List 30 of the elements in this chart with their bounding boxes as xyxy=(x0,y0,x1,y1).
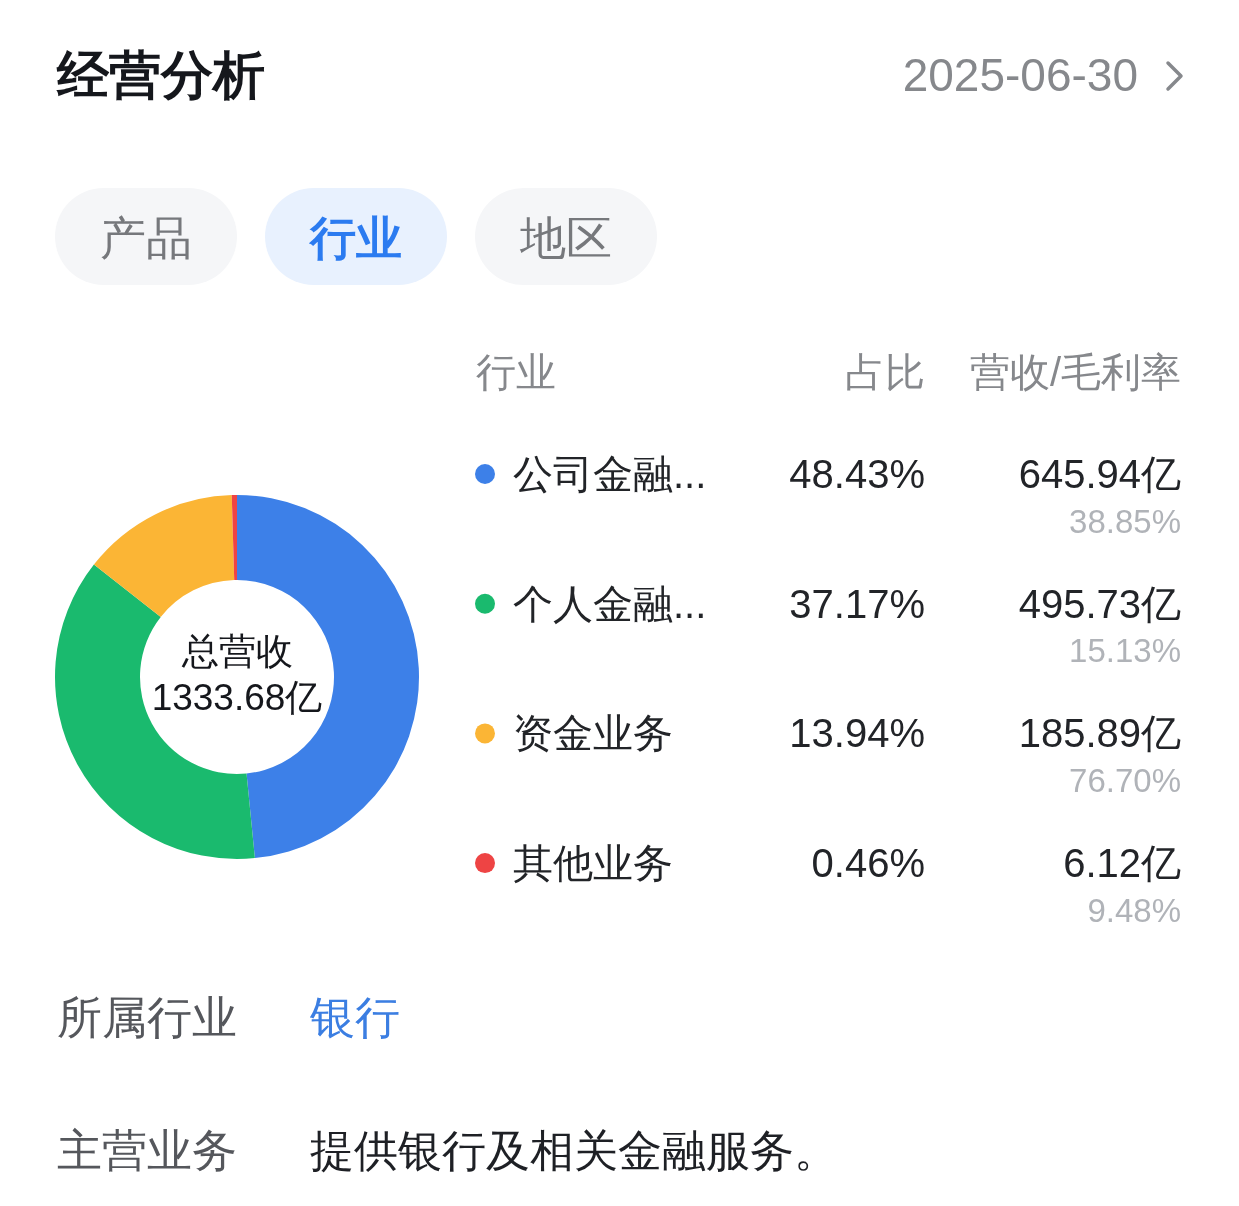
share-label: 48.43% xyxy=(789,452,925,496)
info-label: 主营业务 xyxy=(57,1124,237,1176)
column-header: 占比 xyxy=(845,350,925,394)
center-label: 总营收 xyxy=(181,630,293,672)
legend-label: 公司金融... xyxy=(513,452,707,496)
info-label: 所属行业 xyxy=(57,991,237,1043)
margin-label: 15.13% xyxy=(1069,632,1181,670)
info-value: 银行 xyxy=(310,991,400,1043)
share-label: 0.46% xyxy=(811,841,925,886)
value-label: 495.73亿 xyxy=(1018,581,1181,626)
column-header: 营收/毛利率 xyxy=(969,350,1181,394)
info-value: 提供银行及相关金融服务。 xyxy=(310,1125,838,1175)
margin-label: 38.85% xyxy=(1069,502,1181,540)
title: 经营分析 xyxy=(57,46,265,104)
value-label: 645.94亿 xyxy=(1018,452,1181,496)
legend-label: 资金业务 xyxy=(513,711,673,756)
legend-label: 其他业务 xyxy=(513,841,673,886)
value-label: 185.89亿 xyxy=(1018,711,1181,756)
legend-label: 个人金融... xyxy=(513,581,707,626)
legend-title: 行业 xyxy=(476,350,556,394)
share-label: 13.94% xyxy=(789,711,925,756)
value-label: 6.12亿 xyxy=(1063,841,1181,886)
margin-label: 9.48% xyxy=(1087,891,1181,929)
center-value: 1333.68亿 xyxy=(151,676,323,718)
margin-label: 76.70% xyxy=(1069,761,1181,799)
subtitle: 2025-06-30 xyxy=(902,49,1138,101)
tab-label: 地区 xyxy=(520,212,612,264)
tab-label: 产品 xyxy=(100,212,192,264)
share-label: 37.17% xyxy=(789,581,925,626)
tab-label: 行业 xyxy=(310,212,402,264)
